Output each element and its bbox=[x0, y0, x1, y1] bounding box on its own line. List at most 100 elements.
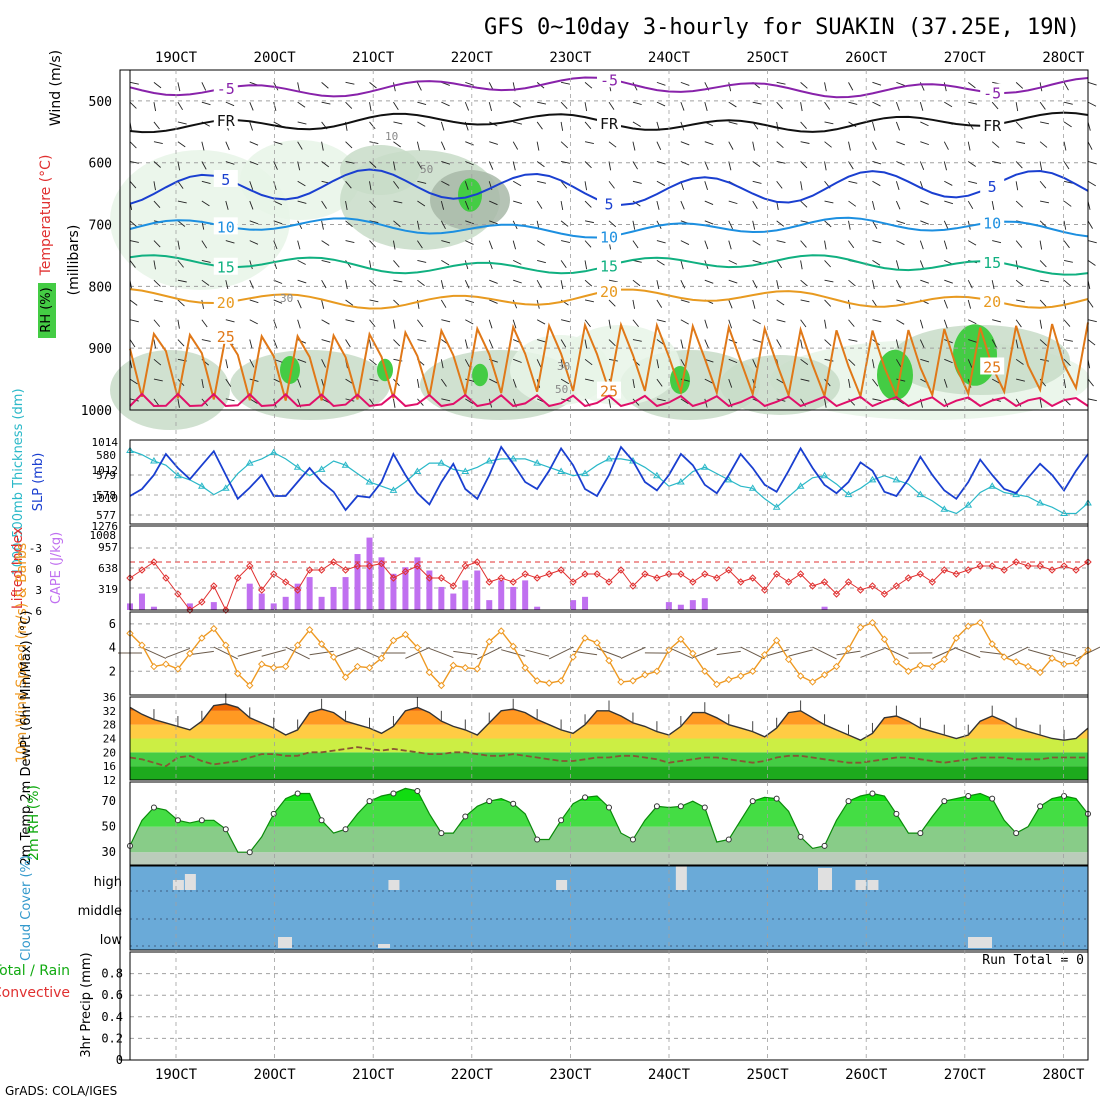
x-tick-top: 23OCT bbox=[549, 50, 592, 66]
wind-point bbox=[808, 678, 817, 686]
wind-barb bbox=[249, 101, 254, 111]
wind-barb bbox=[1063, 339, 1073, 342]
wind-barb bbox=[680, 240, 690, 245]
wind-barb bbox=[177, 319, 180, 329]
wind-barb bbox=[872, 378, 879, 387]
wind-barb bbox=[225, 378, 232, 387]
surface-barb bbox=[261, 649, 286, 657]
wind-barb bbox=[225, 398, 235, 402]
x-tick-bottom: 25OCT bbox=[747, 1067, 790, 1083]
wind-point bbox=[940, 655, 949, 664]
wind-barb bbox=[943, 220, 949, 230]
rh-point bbox=[318, 817, 325, 824]
wind-point bbox=[533, 677, 541, 685]
wind-point bbox=[880, 635, 889, 643]
wind-barb bbox=[584, 121, 592, 130]
wind-point bbox=[401, 630, 410, 639]
li-point bbox=[461, 562, 470, 570]
wind-barb bbox=[416, 220, 420, 230]
wind-barb bbox=[704, 240, 709, 250]
wind-barb bbox=[273, 339, 278, 349]
wind-barb bbox=[201, 161, 207, 170]
wind-barb bbox=[536, 279, 542, 289]
wind-barb bbox=[560, 339, 567, 348]
thickness-line bbox=[129, 449, 1089, 515]
wind-barb bbox=[967, 141, 971, 151]
rh-point bbox=[845, 798, 852, 805]
temp-ytick: 32 bbox=[103, 705, 116, 718]
wind-barb bbox=[872, 161, 882, 165]
x-tick-bottom: 21OCT bbox=[352, 1067, 395, 1083]
wind-barb bbox=[944, 200, 954, 205]
surface-barb bbox=[788, 649, 813, 657]
wind-barb bbox=[1039, 339, 1048, 346]
wind-barb bbox=[776, 220, 785, 227]
wind-barb bbox=[369, 240, 376, 248]
li-point bbox=[988, 562, 996, 570]
wind-barb bbox=[824, 260, 831, 268]
wind-point bbox=[281, 662, 290, 671]
wind-barb bbox=[824, 398, 827, 408]
wind-barb bbox=[608, 358, 618, 362]
cape-bar bbox=[402, 567, 409, 610]
wind-barb bbox=[129, 260, 136, 268]
cloud-high-bar bbox=[388, 880, 400, 890]
wind-barb bbox=[177, 121, 187, 125]
li-point bbox=[365, 562, 374, 570]
surface-barb bbox=[165, 647, 191, 659]
wind-barb bbox=[1063, 220, 1067, 230]
wind-barb bbox=[1016, 141, 1026, 144]
wind-point bbox=[1024, 662, 1032, 671]
wind-barb bbox=[297, 101, 306, 108]
li-point bbox=[1024, 562, 1032, 570]
li-point bbox=[497, 574, 505, 582]
li-point bbox=[832, 590, 841, 598]
surface-barb bbox=[692, 647, 717, 659]
li-point bbox=[725, 566, 733, 574]
precip-ytick: 0 bbox=[116, 1053, 123, 1067]
wind-barb bbox=[800, 121, 807, 129]
thickness-point bbox=[605, 454, 613, 462]
cape-bar bbox=[462, 580, 469, 610]
cape-bar bbox=[474, 570, 481, 610]
wind-barb bbox=[537, 180, 547, 184]
wind-barb bbox=[1039, 319, 1043, 329]
wind-barb bbox=[129, 180, 137, 189]
wind-barb bbox=[656, 200, 660, 210]
li-point bbox=[198, 598, 206, 606]
li-point bbox=[1000, 566, 1008, 574]
temp-ylabel: 2m Temp 2m DewPt (6hr Min/Max) (°C) bbox=[19, 611, 34, 866]
wind-barb bbox=[800, 102, 803, 112]
rh-point bbox=[414, 787, 421, 794]
wind-barb bbox=[991, 378, 1001, 384]
isotherm-label-bg bbox=[597, 256, 621, 274]
cloud-ylabel: Cloud Cover (%) bbox=[19, 855, 34, 961]
wind-point bbox=[1072, 659, 1080, 667]
wind-barb bbox=[1015, 161, 1023, 169]
cape-ytick: 1276 bbox=[92, 520, 119, 533]
wind-barb bbox=[153, 161, 161, 168]
wind-barb bbox=[991, 141, 1000, 148]
wind-point bbox=[928, 662, 937, 671]
wind-barb bbox=[680, 359, 686, 368]
rh-point bbox=[941, 798, 948, 805]
wind-barb bbox=[800, 339, 803, 349]
wind-barb bbox=[895, 101, 900, 111]
surface-barb bbox=[812, 646, 837, 660]
li-point bbox=[892, 582, 901, 590]
wind-point bbox=[461, 664, 470, 672]
thick-ytick: 580 bbox=[96, 449, 116, 462]
wind-barb bbox=[536, 121, 543, 130]
wind-barb bbox=[943, 299, 948, 309]
wind-barb bbox=[465, 299, 475, 303]
wind-barb bbox=[872, 81, 882, 86]
wind-barb bbox=[369, 319, 376, 328]
wind-barb bbox=[943, 161, 947, 171]
wind-barb bbox=[440, 141, 446, 151]
thickness-point bbox=[1012, 490, 1021, 498]
wind-barb bbox=[872, 180, 881, 187]
wind-barb bbox=[896, 81, 905, 86]
rh-green-4 bbox=[877, 349, 913, 401]
wind-barb bbox=[369, 102, 372, 112]
x-tick-bottom: 27OCT bbox=[944, 1067, 987, 1083]
